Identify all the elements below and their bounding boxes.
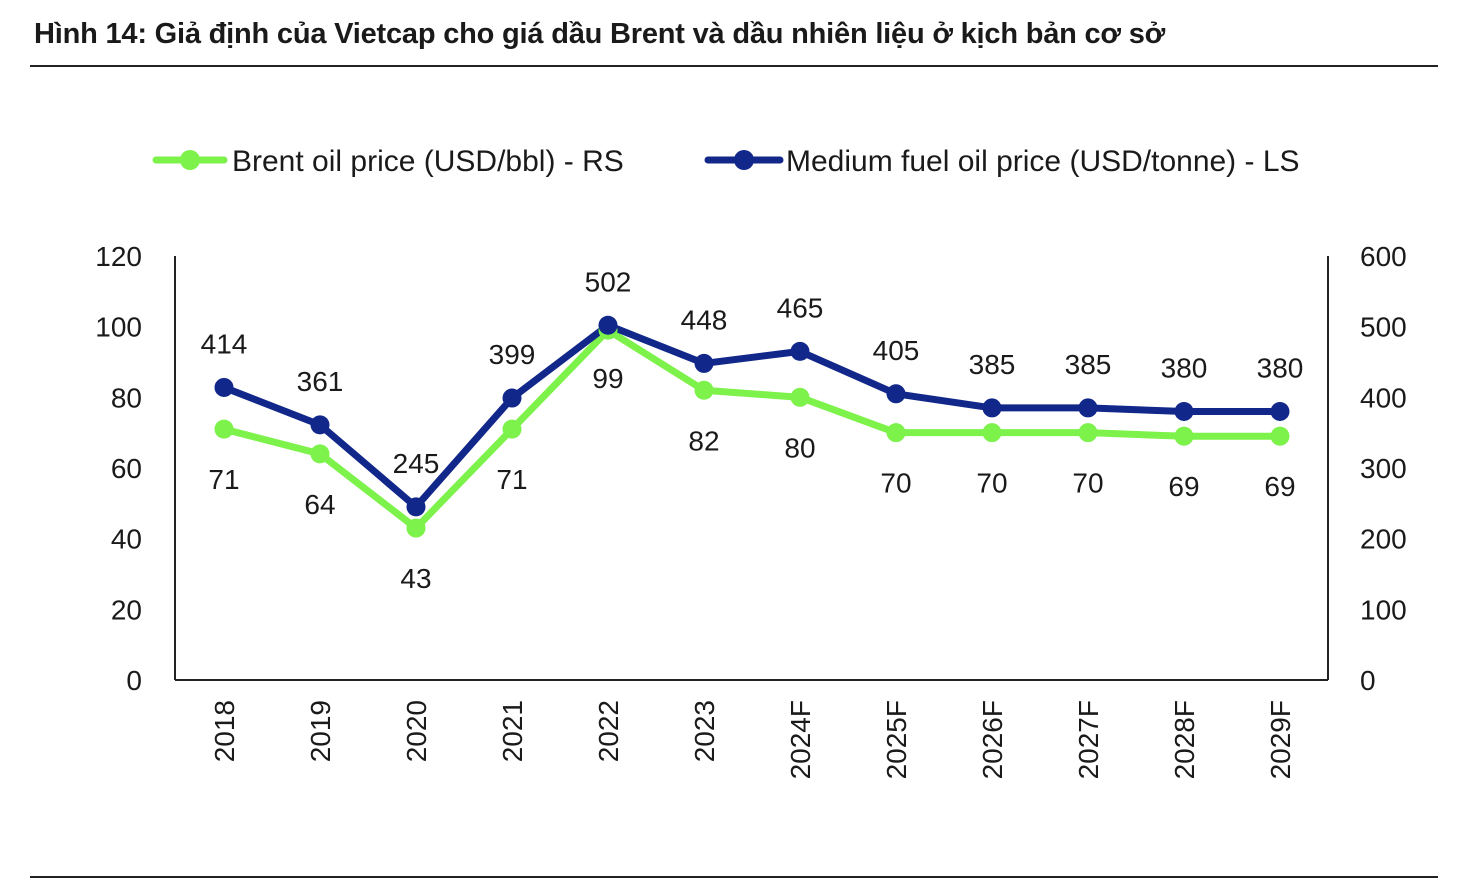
x-tick-label: 2020 xyxy=(401,700,432,762)
brent-point xyxy=(694,380,714,400)
fuel-oil-point xyxy=(310,415,330,435)
brent-data-label: 69 xyxy=(1264,471,1295,502)
right-tick-label: 500 xyxy=(1360,312,1407,343)
fuel-oil-data-label: 385 xyxy=(1065,349,1112,380)
brent-data-label: 70 xyxy=(880,468,911,499)
x-tick-label: 2024F xyxy=(785,700,816,779)
brent-data-label: 64 xyxy=(304,489,335,520)
fuel-oil-data-label: 399 xyxy=(489,339,536,370)
fuel-oil-data-label: 405 xyxy=(873,335,920,366)
data-labels: 71 64 43 71 99 82 80 70 70 70 69 69 414 361 245 399 502 4… xyxy=(201,266,1304,594)
axes xyxy=(174,256,1329,681)
x-tick-label: 2025F xyxy=(881,700,912,779)
fuel-oil-point xyxy=(1174,401,1194,421)
fuel-oil-data-label: 414 xyxy=(201,328,248,359)
fuel-oil-point xyxy=(1078,398,1098,418)
fuel-oil-data-label: 502 xyxy=(585,266,632,297)
series-points xyxy=(214,315,1290,538)
right-tick-label: 0 xyxy=(1360,665,1376,696)
brent-series-line xyxy=(220,326,1284,532)
fuel-oil-point xyxy=(406,497,426,517)
brent-data-label: 71 xyxy=(208,464,239,495)
fuel-oil-point xyxy=(1270,401,1290,421)
brent-point xyxy=(1174,426,1194,446)
fuel-oil-series-line xyxy=(220,321,1284,511)
legend: Brent oil price (USD/bbl) - RS Medium fue… xyxy=(152,145,1300,178)
series-lines xyxy=(220,321,1284,532)
brent-point xyxy=(1270,426,1290,446)
left-tick-label: 0 xyxy=(126,665,142,696)
x-tick-label: 2022 xyxy=(593,700,624,762)
fuel-oil-data-label: 245 xyxy=(393,448,440,479)
x-tick-label: 2029F xyxy=(1265,700,1296,779)
brent-data-label: 69 xyxy=(1168,471,1199,502)
fuel-oil-point xyxy=(214,377,234,397)
brent-data-label: 43 xyxy=(400,563,431,594)
brent-point xyxy=(790,387,810,407)
right-axis-ticks: 0 100 200 300 400 500 600 xyxy=(1360,241,1407,696)
fuel-oil-point xyxy=(982,398,1002,418)
x-tick-label: 2018 xyxy=(209,700,240,762)
fuel-oil-data-label: 380 xyxy=(1257,352,1304,383)
brent-point xyxy=(1078,423,1098,443)
right-tick-label: 300 xyxy=(1360,453,1407,484)
x-tick-label: 2019 xyxy=(305,700,336,762)
brent-point xyxy=(214,419,234,439)
brent-point xyxy=(406,518,426,538)
right-tick-label: 600 xyxy=(1360,241,1407,272)
fuel-oil-data-label: 448 xyxy=(681,304,728,335)
brent-data-label: 82 xyxy=(688,425,719,456)
legend-label: Brent oil price (USD/bbl) - RS xyxy=(232,145,624,178)
x-tick-label: 2023 xyxy=(689,700,720,762)
x-tick-label: 2028F xyxy=(1169,700,1200,779)
brent-point xyxy=(886,423,906,443)
right-tick-label: 200 xyxy=(1360,524,1407,555)
fuel-oil-data-label: 380 xyxy=(1161,352,1208,383)
brent-data-label: 99 xyxy=(592,363,623,394)
fuel-oil-data-label: 361 xyxy=(297,366,344,397)
brent-data-label: 70 xyxy=(1072,468,1103,499)
left-tick-label: 60 xyxy=(111,453,142,484)
fuel-oil-point xyxy=(694,353,714,373)
fuel-oil-data-label: 385 xyxy=(969,349,1016,380)
legend-label: Medium fuel oil price (USD/tonne) - LS xyxy=(786,145,1300,178)
fuel-oil-point xyxy=(790,341,810,361)
fuel-oil-point xyxy=(886,384,906,404)
top-divider xyxy=(30,65,1438,67)
legend-swatch-marker xyxy=(180,150,200,170)
bottom-divider xyxy=(30,876,1438,878)
left-tick-label: 40 xyxy=(111,524,142,555)
legend-swatch-marker xyxy=(734,150,754,170)
brent-point xyxy=(982,423,1002,443)
left-tick-label: 120 xyxy=(95,241,142,272)
fuel-oil-point xyxy=(598,315,618,335)
x-tick-label: 2026F xyxy=(977,700,1008,779)
chart-title: Hình 14: Giả định của Vietcap cho giá dầ… xyxy=(34,18,1166,50)
left-tick-label: 100 xyxy=(95,312,142,343)
brent-point xyxy=(502,419,522,439)
right-tick-label: 100 xyxy=(1360,594,1407,625)
right-tick-label: 400 xyxy=(1360,382,1407,413)
x-tick-label: 2027F xyxy=(1073,700,1104,779)
fuel-oil-point xyxy=(502,388,522,408)
left-axis-ticks: 0 20 40 60 80 100 120 xyxy=(95,241,142,696)
left-tick-label: 20 xyxy=(111,594,142,625)
brent-data-label: 70 xyxy=(976,468,1007,499)
fuel-oil-data-label: 465 xyxy=(777,292,824,323)
brent-data-label: 80 xyxy=(784,432,815,463)
x-tick-label: 2021 xyxy=(497,700,528,762)
brent-point xyxy=(310,444,330,464)
brent-data-label: 71 xyxy=(496,464,527,495)
left-tick-label: 80 xyxy=(111,382,142,413)
x-axis-ticks: 2018 2019 2020 2021 2022 2023 2024F 2025F 2026F 2… xyxy=(209,700,1296,779)
